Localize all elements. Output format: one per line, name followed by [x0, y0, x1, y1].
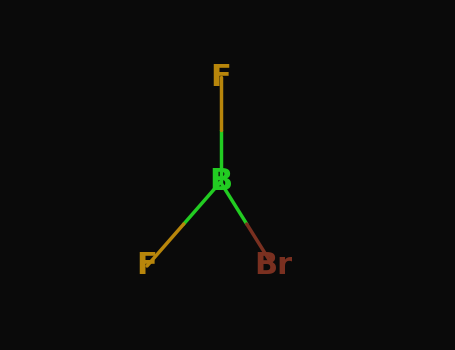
Text: F: F [210, 63, 231, 91]
Text: B: B [209, 168, 232, 196]
Text: Br: Br [254, 252, 292, 280]
Text: F: F [136, 252, 157, 280]
